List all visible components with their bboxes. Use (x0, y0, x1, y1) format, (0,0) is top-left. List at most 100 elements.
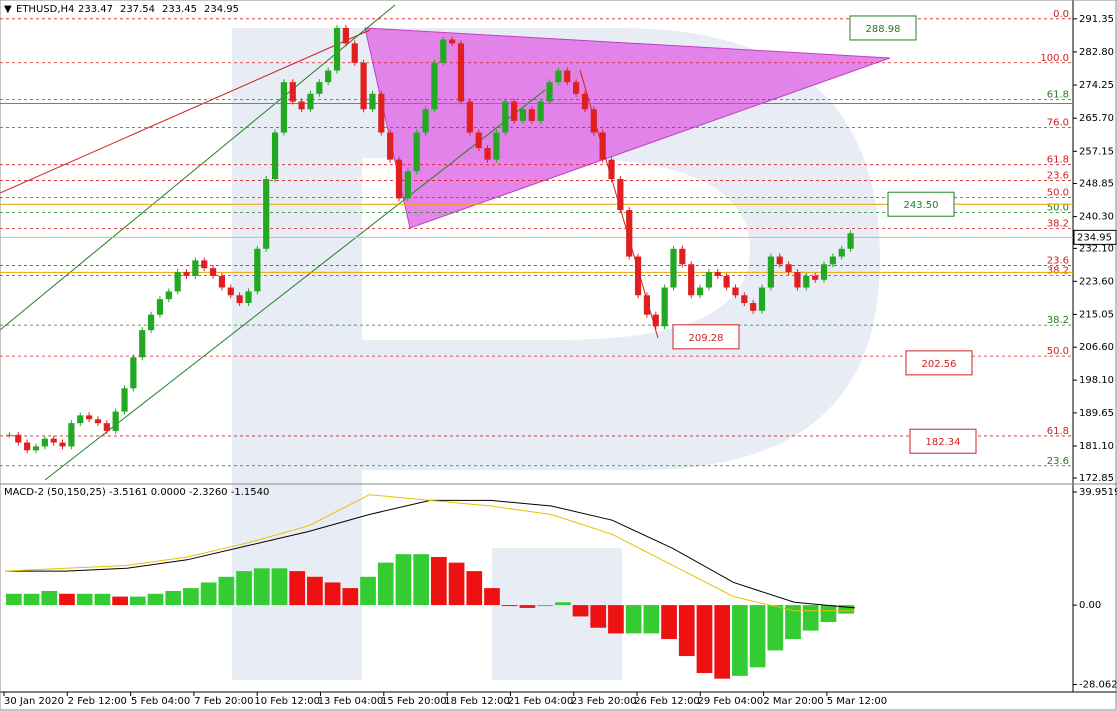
histogram-bar (377, 562, 394, 606)
target-box (905, 350, 973, 376)
fib-label: 38.2 (1047, 219, 1069, 230)
candle (493, 132, 500, 160)
candle (121, 388, 128, 412)
chart-title: ETHUSD,H4 (16, 4, 74, 15)
x-tick-label: 15 Feb 20:00 (381, 696, 447, 707)
y-tick-label: 206.60 (1079, 342, 1114, 353)
y-tick-label: 198.10 (1079, 375, 1114, 386)
y-tick-label: 0.00 (1079, 600, 1101, 611)
fib-label: 50.0 (1047, 202, 1069, 213)
candle (696, 287, 704, 296)
candle (156, 299, 164, 315)
candle (670, 248, 677, 288)
histogram-bar (41, 590, 58, 606)
target-box (849, 15, 917, 41)
candle (502, 101, 509, 133)
histogram-bar (466, 571, 483, 606)
y-tick-label: 181.10 (1079, 441, 1114, 452)
candle (147, 314, 155, 331)
histogram-bar (785, 605, 801, 640)
candle (519, 109, 527, 121)
target-label: 182.34 (926, 437, 961, 448)
fib-label: 0.0 (1053, 9, 1069, 20)
histogram-bar (554, 602, 571, 606)
candle (475, 132, 482, 149)
y-tick-label: 232.10 (1079, 243, 1114, 254)
histogram-bar (59, 593, 75, 606)
y-tick-label: 257.15 (1079, 146, 1114, 157)
candle (68, 423, 75, 447)
candle (333, 27, 341, 71)
histogram-bar (147, 593, 164, 606)
candle (183, 272, 190, 276)
candle (307, 93, 314, 110)
y-tick-label: 215.05 (1079, 309, 1114, 320)
candle (263, 179, 270, 249)
candle (201, 260, 208, 269)
candle (546, 82, 553, 102)
histogram-bar (696, 605, 713, 674)
candle (413, 132, 420, 172)
x-tick-label: 13 Feb 04:00 (318, 696, 384, 707)
target-box (672, 324, 740, 350)
candle (643, 295, 651, 315)
candle (139, 330, 146, 358)
histogram-bar (448, 562, 465, 606)
target-box (909, 428, 977, 454)
candle (714, 272, 721, 276)
candle (174, 272, 181, 292)
candle (741, 295, 748, 304)
histogram-bar (625, 605, 642, 634)
histogram-bar (749, 605, 766, 668)
x-tick-label: 5 Feb 04:00 (131, 696, 190, 707)
histogram-bar (608, 605, 624, 634)
histogram-bar (271, 568, 288, 606)
histogram-bar (324, 582, 341, 606)
candle (511, 101, 518, 121)
candle (130, 357, 137, 389)
histogram-bar (501, 605, 518, 607)
candle (750, 303, 757, 311)
candle (24, 442, 31, 451)
histogram-bar (165, 590, 182, 606)
channel-line (0, 4, 396, 331)
fib-label: 61.8 (1047, 90, 1069, 101)
candle (723, 275, 730, 288)
y-tick-label: 282.80 (1079, 47, 1114, 58)
channel-line (44, 89, 546, 481)
histogram-bar (236, 571, 252, 606)
histogram-bar (643, 605, 660, 634)
y-tick-label: 291.35 (1079, 14, 1114, 25)
candle (484, 148, 491, 160)
candle (688, 264, 695, 296)
y-tick-label: 172.85 (1079, 473, 1114, 484)
y-tick-label: 39.9519 (1079, 487, 1117, 498)
histogram-bar (289, 571, 306, 606)
histogram-bar (76, 593, 93, 606)
histogram-bar (590, 605, 607, 628)
histogram-bar (183, 588, 199, 606)
histogram-bar (112, 596, 128, 606)
candle (431, 62, 438, 110)
current-price-label: 234.95 (1077, 232, 1112, 243)
histogram-bar (661, 605, 677, 640)
histogram-bar (732, 605, 748, 676)
x-tick-label: 30 Jan 2020 (4, 696, 64, 707)
candle (661, 287, 668, 327)
candle (86, 415, 93, 420)
candle (794, 272, 801, 288)
candle (236, 295, 243, 304)
candle (15, 434, 22, 443)
histogram-bar (129, 596, 146, 606)
fib-label: 38.2 (1047, 266, 1069, 277)
fib-label: 38.2 (1047, 315, 1069, 326)
candle (59, 442, 66, 447)
y-tick-label: 240.30 (1079, 212, 1114, 223)
histogram-bar (253, 568, 270, 606)
fib-label: 76.0 (1047, 117, 1069, 128)
target-label: 209.28 (689, 333, 724, 344)
candle (652, 314, 659, 327)
fib-label: 23.6 (1047, 255, 1069, 266)
candle (422, 109, 429, 133)
